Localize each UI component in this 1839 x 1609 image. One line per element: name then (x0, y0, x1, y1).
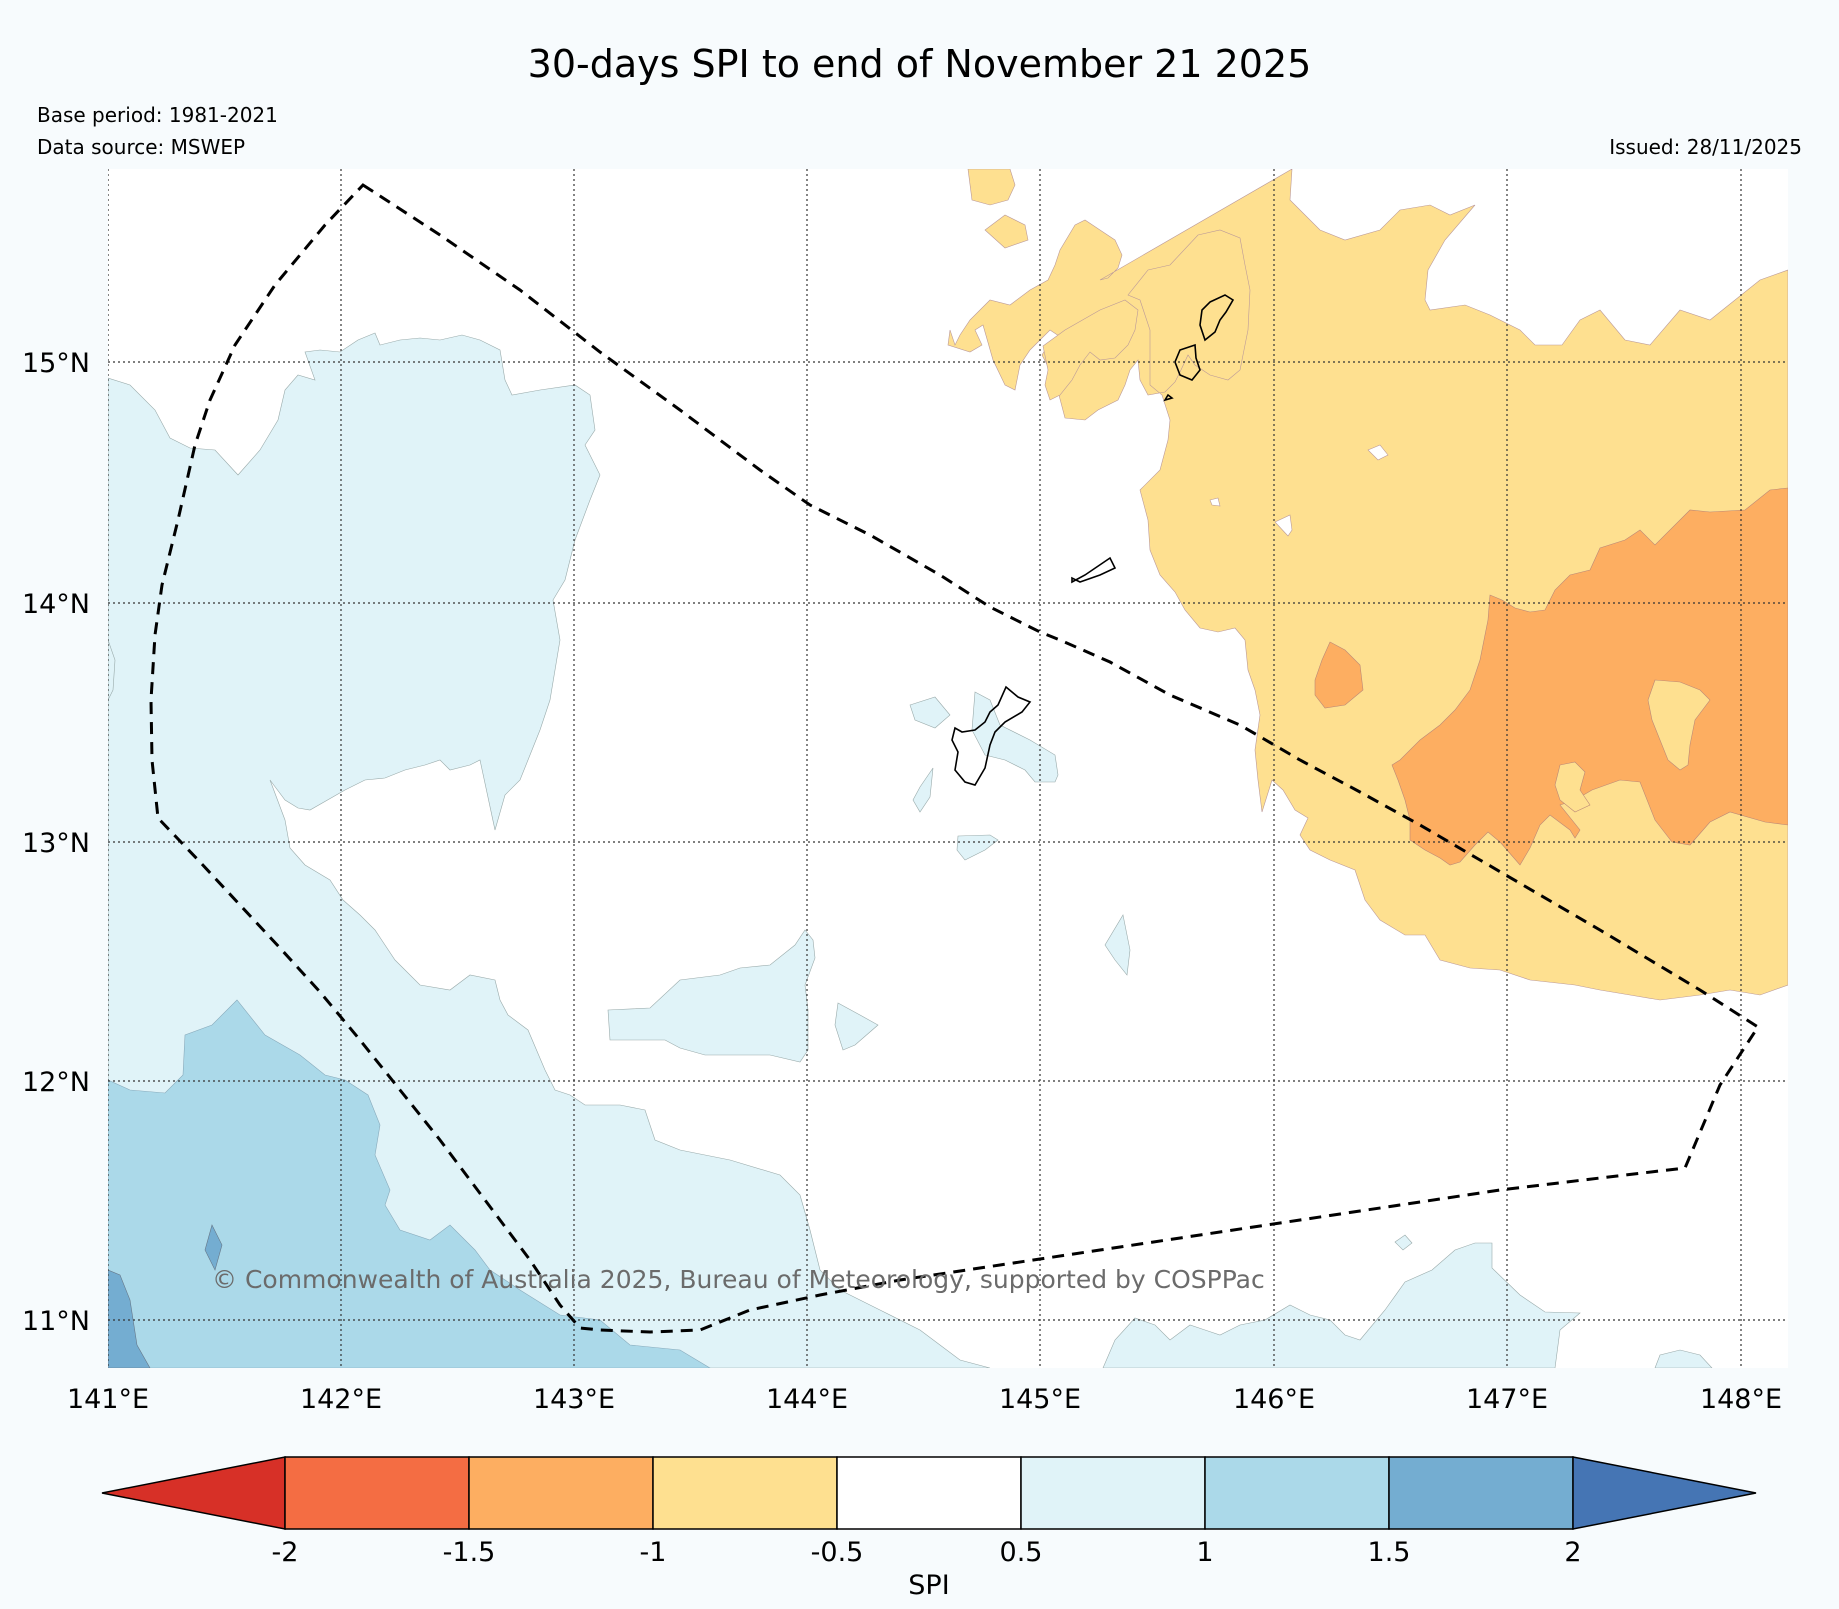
spi-patch-10 (108, 639, 116, 701)
colorbar-bin-2 (468, 1456, 654, 1530)
colorbar-tick-1: -2 (272, 1537, 299, 1568)
spi-patch-7 (971, 691, 1059, 783)
spi-patch-yellow-inside-orange (1647, 679, 1711, 771)
spi-patch-3 (1104, 914, 1131, 976)
lat-label-14: 14°N (22, 589, 90, 620)
spi-patch-center (607, 929, 816, 1063)
colorbar-tick-6: 1 (1196, 1537, 1213, 1568)
spi-region-1.5-2-southwest-corner (108, 1269, 151, 1368)
spi-patch-6 (909, 696, 951, 729)
copyright-text: © Commonwealth of Australia 2025, Bureau… (212, 1265, 1265, 1294)
lon-label-148: 148°E (1700, 1384, 1782, 1415)
spi-region-1.5-2-small (204, 1224, 223, 1271)
colorbar-tick-3: -1 (640, 1537, 667, 1568)
colorbar-title: SPI (908, 1570, 949, 1601)
spi-patch-yellow-3 (967, 169, 1016, 206)
spi-patch-2 (834, 1002, 879, 1051)
issued-date-text: Issued: 28/11/2025 (1609, 135, 1802, 159)
guam-coastline (951, 685, 1032, 786)
map-title: 30-days SPI to end of November 21 2025 (527, 42, 1312, 86)
gridlines (108, 169, 1788, 1368)
colorbar-tick-7: 1.5 (1368, 1537, 1411, 1568)
colorbar-bin-5 (1020, 1456, 1206, 1530)
spi-colorbar (101, 1456, 1757, 1530)
spi-patch-orange-2 (1314, 641, 1364, 709)
spi-hole-2 (1209, 497, 1221, 507)
colorbar-extend-low (101, 1456, 286, 1530)
lon-label-147: 147°E (1466, 1384, 1548, 1415)
lon-label-142: 142°E (300, 1384, 382, 1415)
lat-label-15: 15°N (22, 348, 90, 379)
colorbar-tick-8: 2 (1564, 1537, 1581, 1568)
colorbar-extend-high (1572, 1456, 1757, 1530)
lat-label-13: 13°N (22, 828, 90, 859)
colorbar-tick-labels: -2 -1.5 -1 -0.5 0.5 1 1.5 2 (272, 1537, 1582, 1568)
colorbar-tick-5: 0.5 (1000, 1537, 1043, 1568)
small-island (1163, 393, 1174, 402)
colorbar-bin-4 (836, 1456, 1022, 1530)
spi-patch-8 (1654, 1349, 1713, 1368)
rota-coastline (1071, 556, 1117, 584)
spi-region-0.5-1-south-east (1102, 1242, 1581, 1368)
coastlines (951, 294, 1235, 786)
spi-patch-5 (912, 767, 934, 813)
colorbar-bin-6 (1204, 1456, 1390, 1530)
lon-label-145: 145°E (999, 1384, 1081, 1415)
colorbar-tick-2: -1.5 (443, 1537, 496, 1568)
lon-label-141: 141°E (67, 1384, 149, 1415)
longitude-labels: 141°E 142°E 143°E 144°E 145°E 146°E 147°… (67, 1384, 1782, 1415)
lon-label-146: 146°E (1233, 1384, 1315, 1415)
spi-patch-yellow-4 (1042, 299, 1139, 401)
lat-label-12: 12°N (22, 1067, 90, 1098)
colorbar-tick-4: -0.5 (811, 1537, 864, 1568)
latitude-labels: 11°N 12°N 13°N 14°N 15°N (22, 348, 90, 1337)
eez-boundary (149, 183, 1761, 1334)
lon-label-144: 144°E (766, 1384, 848, 1415)
tinian-saipan-coastline (1174, 343, 1201, 381)
base-period-text: Base period: 1981-2021 (37, 103, 278, 127)
spi-patch-yellow-inside-orange-2 (1554, 761, 1591, 813)
data-source-text: Data source: MSWEP (37, 135, 246, 159)
colorbar-bin-3 (652, 1456, 838, 1530)
spi-patch-yellow-2 (984, 214, 1029, 249)
spi-hole-1 (1367, 444, 1389, 461)
map-panel (108, 169, 1788, 1368)
saipan-coastline (1199, 294, 1235, 342)
lat-label-11: 11°N (22, 1306, 90, 1337)
spi-region-1-1.5-southwest (108, 999, 711, 1368)
spi-region-neg1-neg1.5-east (1391, 487, 1788, 866)
colorbar-bin-1 (284, 1456, 470, 1530)
spi-patch-9 (1394, 1234, 1413, 1251)
spi-patch-4 (956, 834, 999, 861)
lon-label-143: 143°E (533, 1384, 615, 1415)
colorbar-bin-7 (1388, 1456, 1574, 1530)
spi-hole-3 (1274, 514, 1293, 537)
